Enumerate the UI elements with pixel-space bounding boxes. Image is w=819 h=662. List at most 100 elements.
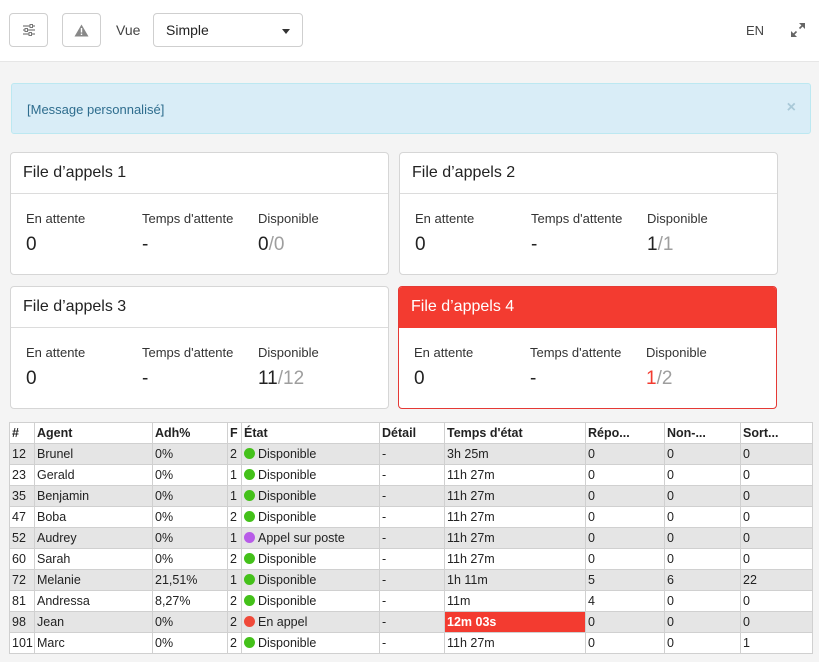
agent-number: 52 — [9, 527, 35, 549]
table-row[interactable]: 60 Sarah 0% 2 Disponible -11h 27m 0 0 0 — [9, 548, 813, 570]
agent-detail: - — [379, 443, 445, 465]
column-header-state-time[interactable]: Temps d'état — [444, 422, 586, 444]
agent-not-answered: 0 — [664, 632, 741, 654]
agent-outgoing: 0 — [740, 485, 813, 507]
warning-button[interactable] — [62, 13, 101, 47]
table-row[interactable]: 23 Gerald 0% 1 Disponible -11h 27m 0 0 0 — [9, 464, 813, 486]
agent-state-label: Disponible — [258, 489, 317, 503]
agent-f: 2 — [227, 548, 242, 570]
column-header-answered[interactable]: Répo... — [585, 422, 665, 444]
available-value: 1/2 — [646, 368, 707, 390]
queue-wait-time: Temps d'attente - — [142, 345, 233, 390]
agent-adherence: 0% — [152, 611, 228, 633]
status-dot-icon — [244, 637, 255, 648]
chevron-down-icon — [282, 29, 290, 34]
agent-adherence: 0% — [152, 443, 228, 465]
agent-state-label: Disponible — [258, 636, 317, 650]
agent-state-time: 11h 27m — [444, 632, 586, 654]
language-toggle[interactable]: EN — [746, 23, 765, 38]
agent-outgoing: 0 — [740, 464, 813, 486]
agent-state: Disponible — [241, 632, 380, 654]
column-header-number[interactable]: # — [9, 422, 35, 444]
agent-not-answered: 0 — [664, 443, 741, 465]
table-row[interactable]: 101 Marc 0% 2 Disponible -11h 27m 0 0 1 — [9, 632, 813, 654]
agent-state-label: En appel — [258, 615, 308, 629]
table-row[interactable]: 98 Jean 0% 2 En appel -12m 03s 0 0 0 — [9, 611, 813, 633]
column-header-outgoing[interactable]: Sort... — [740, 422, 813, 444]
agent-state: Disponible — [241, 443, 380, 465]
agent-number: 60 — [9, 548, 35, 570]
agent-state-time: 11h 27m — [444, 506, 586, 528]
status-dot-icon — [244, 448, 255, 459]
waiting-value: 0 — [415, 234, 426, 255]
status-dot-icon — [244, 511, 255, 522]
agent-answered: 5 — [585, 569, 665, 591]
agent-answered: 0 — [585, 527, 665, 549]
agent-number: 23 — [9, 464, 35, 486]
column-header-agent[interactable]: Agent — [34, 422, 153, 444]
agent-f: 1 — [227, 464, 242, 486]
waiting-value: 0 — [26, 234, 37, 255]
agent-answered: 0 — [585, 611, 665, 633]
table-row[interactable]: 47 Boba 0% 2 Disponible -11h 27m 0 0 0 — [9, 506, 813, 528]
status-dot-icon — [244, 616, 255, 627]
table-row[interactable]: 81 Andressa 8,27% 2 Disponible -11m 4 0 0 — [9, 590, 813, 612]
table-row[interactable]: 12 Brunel 0% 2 Disponible -3h 25m 0 0 0 — [9, 443, 813, 465]
agent-state-label: Disponible — [258, 594, 317, 608]
agent-adherence: 8,27% — [152, 590, 228, 612]
table-row[interactable]: 52 Audrey 0% 1 Appel sur poste -11h 27m 0 0 0 — [9, 527, 813, 549]
custom-message-alert: [Message personnalisé] × — [11, 83, 811, 134]
agent-not-answered: 0 — [664, 611, 741, 633]
table-row[interactable]: 35 Benjamin 0% 1 Disponible -11h 27m 0 0 0 — [9, 485, 813, 507]
column-header-state[interactable]: État — [241, 422, 380, 444]
wait-time-value: - — [142, 234, 149, 255]
agent-state-label: Disponible — [258, 447, 317, 461]
wait-time-value: - — [530, 368, 537, 389]
agent-state-time: 11h 27m — [444, 464, 586, 486]
agent-answered: 0 — [585, 443, 665, 465]
agent-name: Audrey — [34, 527, 153, 549]
agent-adherence: 0% — [152, 632, 228, 654]
column-header-adherence[interactable]: Adh% — [152, 422, 228, 444]
queue-card-3: File d’appels 3 En attente 0 Temps d'att… — [10, 286, 389, 409]
agent-name: Gerald — [34, 464, 153, 486]
column-header-detail[interactable]: Détail — [379, 422, 445, 444]
available-value: 0/0 — [258, 234, 319, 256]
view-select-value: Simple — [166, 22, 209, 38]
agent-state: Disponible — [241, 590, 380, 612]
queue-waiting: En attente 0 — [26, 345, 85, 390]
agent-answered: 0 — [585, 464, 665, 486]
expand-icon[interactable] — [790, 22, 806, 38]
close-icon[interactable]: × — [786, 99, 796, 116]
queue-available: Disponible 1/1 — [647, 211, 708, 256]
queue-available: Disponible 0/0 — [258, 211, 319, 256]
waiting-value: 0 — [414, 368, 425, 389]
agent-f: 2 — [227, 443, 242, 465]
filter-button[interactable] — [9, 13, 48, 47]
queue-title: File d’appels 2 — [400, 153, 777, 194]
available-value: 11/12 — [258, 368, 319, 390]
agent-outgoing: 0 — [740, 443, 813, 465]
agent-state-time: 11h 27m — [444, 527, 586, 549]
wait-time-label: Temps d'attente — [530, 345, 622, 360]
waiting-label: En attente — [26, 211, 86, 226]
agent-name: Benjamin — [34, 485, 153, 507]
agent-outgoing: 0 — [740, 611, 813, 633]
alert-message: [Message personnalisé] — [27, 102, 165, 117]
column-header-not-answered[interactable]: Non-... — [664, 422, 741, 444]
agent-answered: 0 — [585, 506, 665, 528]
agent-detail: - — [379, 485, 445, 507]
agent-number: 72 — [9, 569, 35, 591]
agent-name: Marc — [34, 632, 153, 654]
queue-card-1: File d’appels 1 En attente 0 Temps d'att… — [10, 152, 389, 275]
agent-state-time: 11m — [444, 590, 586, 612]
column-header-f[interactable]: F — [227, 422, 242, 444]
agent-name: Boba — [34, 506, 153, 528]
agent-state: En appel — [241, 611, 380, 633]
table-row[interactable]: 72 Melanie 21,51% 1 Disponible -1h 11m 5 6 22 — [9, 569, 813, 591]
agent-number: 35 — [9, 485, 35, 507]
agent-not-answered: 6 — [664, 569, 741, 591]
agent-detail: - — [379, 611, 445, 633]
queue-wait-time: Temps d'attente - — [531, 211, 622, 256]
view-select[interactable]: Simple — [153, 13, 303, 47]
